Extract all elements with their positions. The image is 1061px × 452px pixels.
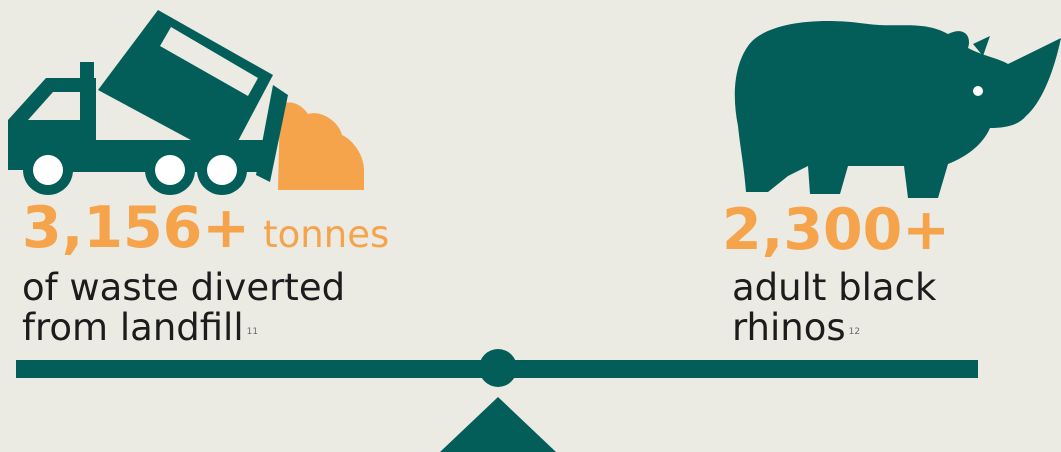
left-stat-line1: of waste diverted [22,266,346,309]
right-stat-line2: rhinos [732,306,846,349]
left-stat-value: 3,156+ [22,195,251,261]
dump-truck-icon [8,10,364,195]
left-footnote: 11 [246,327,259,337]
right-stat-value: 2,300+ [722,197,951,263]
right-stat-line1: adult black [732,266,937,309]
balance-scale-icon [16,349,978,452]
left-stat-unit: tonnes [263,213,390,256]
left-stat-line2: from landfill [22,306,244,349]
rhino-icon [734,20,1061,199]
right-footnote: 12 [848,327,861,337]
